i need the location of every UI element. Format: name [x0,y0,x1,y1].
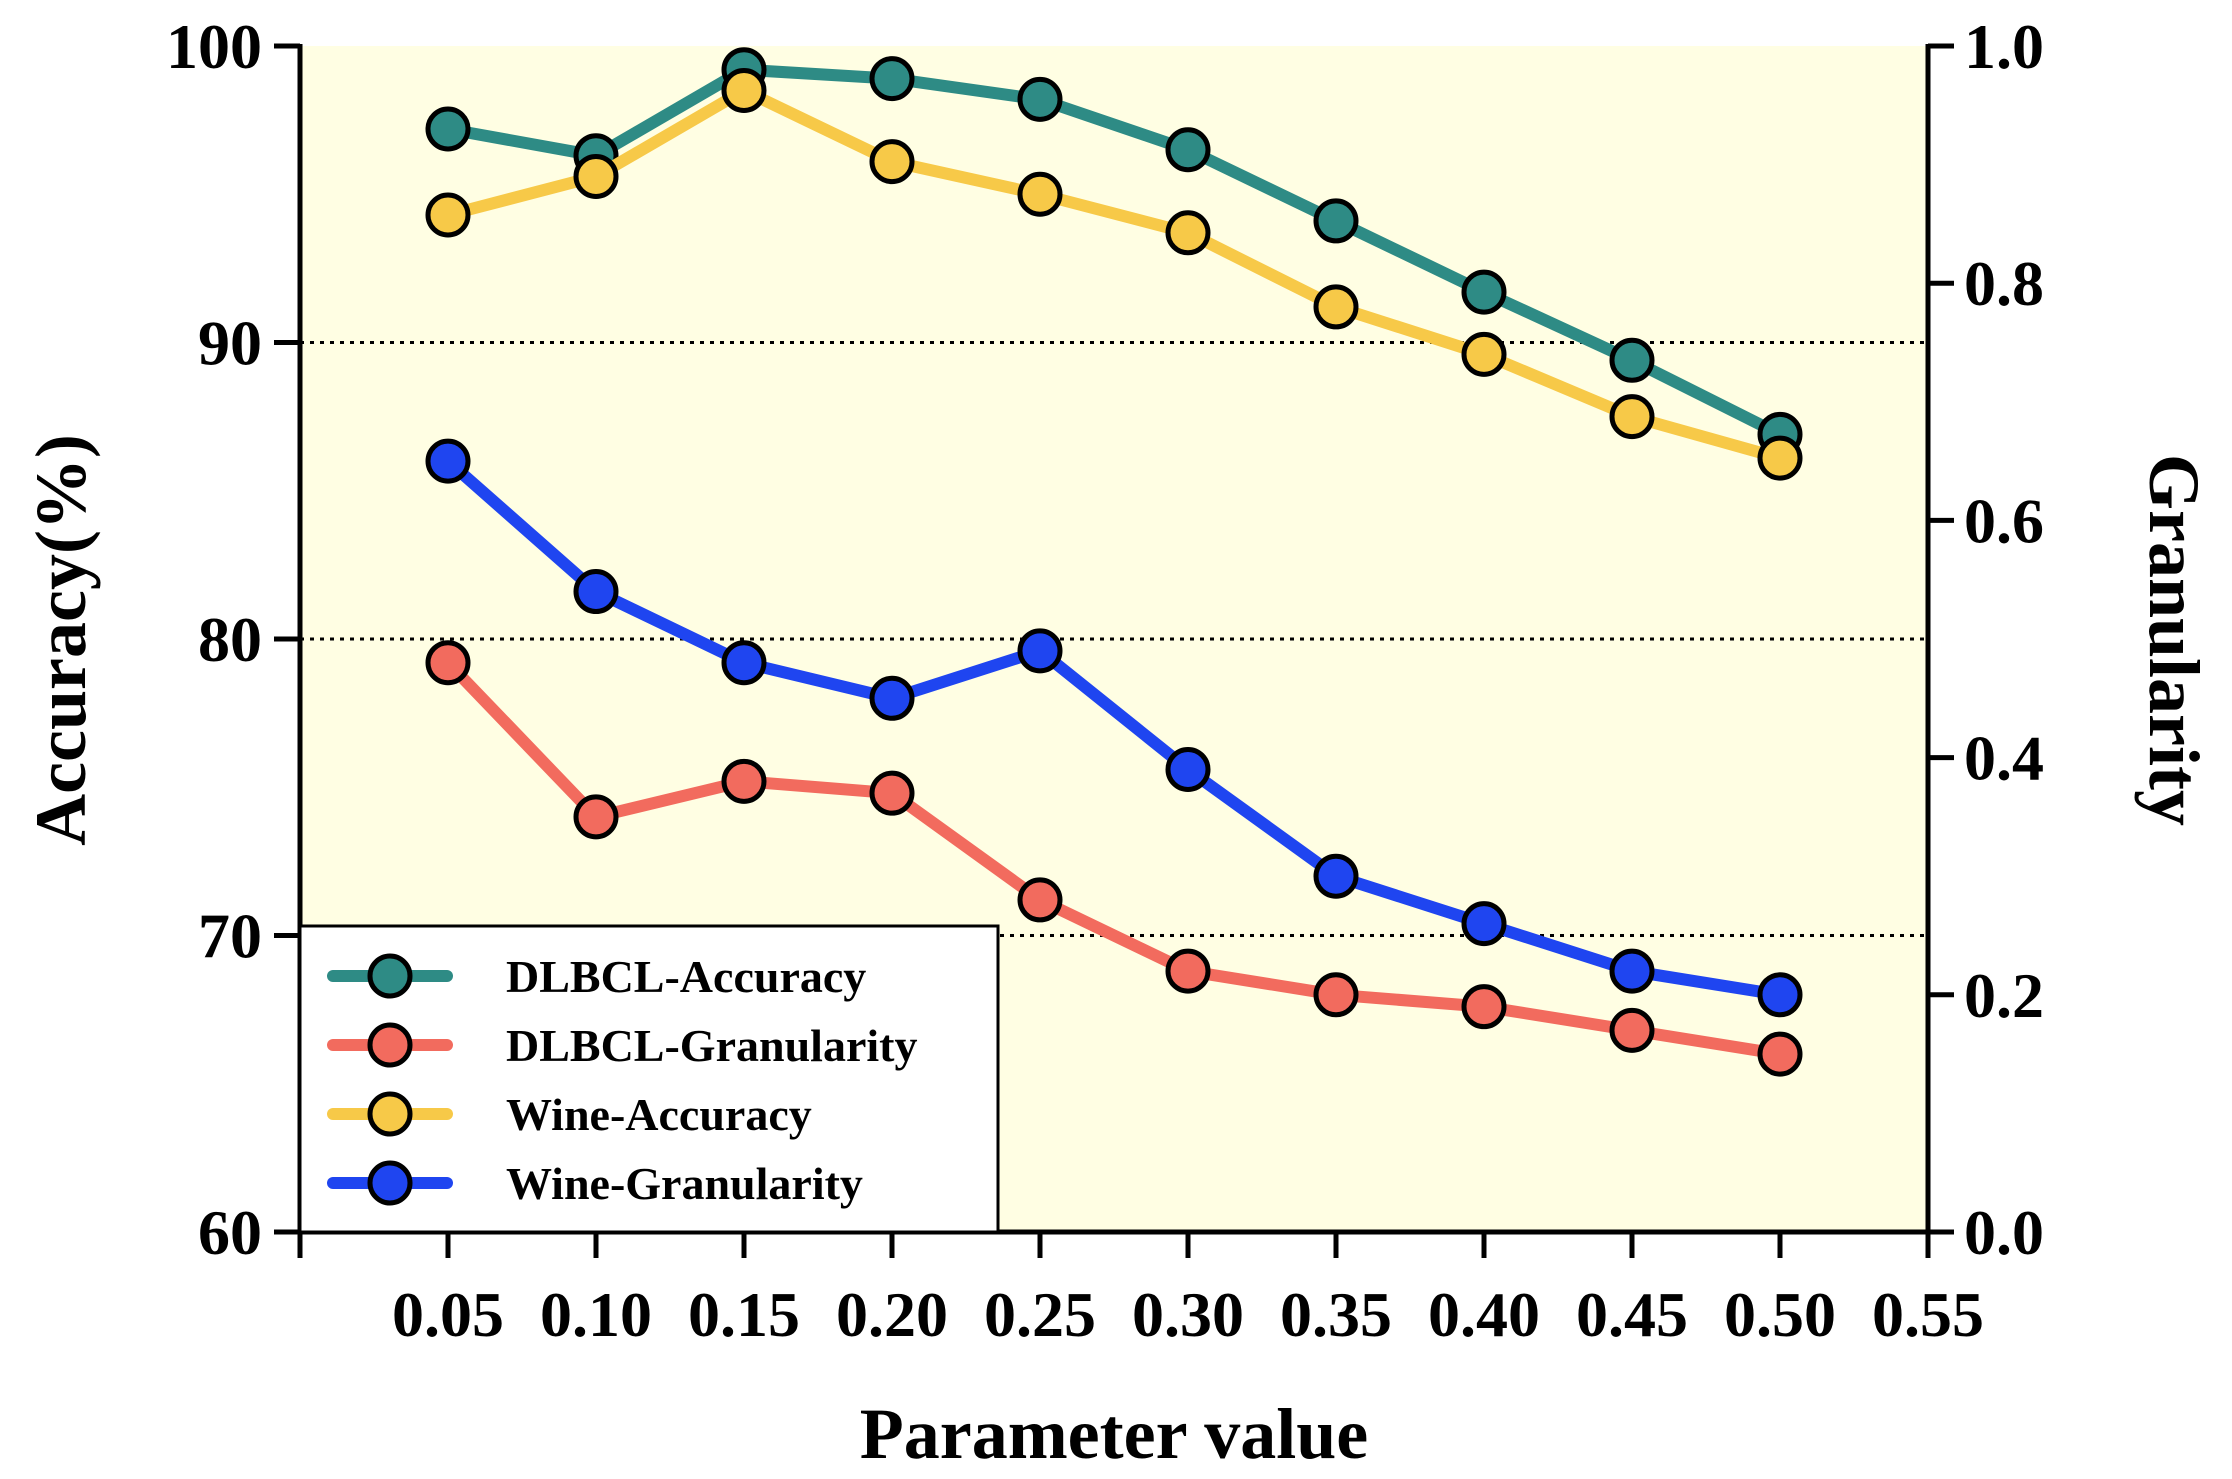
data-point-wine-accuracy [1165,210,1211,256]
x-tick-label: 0.40 [1428,1279,1540,1350]
data-point-wine-granularity [1017,628,1063,674]
data-point-dlbcl-granularity [425,640,471,686]
data-point-wine-accuracy [1609,394,1655,440]
y-right-tick-label: 1.0 [1964,11,2044,82]
x-axis-title: Parameter value [860,1394,1368,1474]
data-point-wine-accuracy [869,139,915,185]
series-dlbcl-granularity [425,640,1803,1077]
legend-swatch-marker [367,1022,413,1068]
data-point-dlbcl-accuracy [869,56,915,102]
series-line-dlbcl-granularity [442,656,1786,1061]
series-line-dlbcl-accuracy [442,63,1786,441]
data-point-dlbcl-accuracy [425,106,471,152]
x-tick-label: 0.30 [1132,1279,1244,1350]
ticks: 0.05 0.10 0.15 0.20 0.25 0.30 0.35 0.40 0.45 0.50… [166,11,2044,1350]
legend: DLBCL-Accuracy DLBCL-Granularity Wine-Accu… [298,924,1000,1234]
y-left-tick-label: 100 [166,11,262,82]
data-point-dlbcl-accuracy [1165,127,1211,173]
legend-label: Wine-Granularity [506,1158,863,1209]
legend-label: DLBCL-Granularity [506,1020,917,1071]
y-left-tick-label: 90 [198,308,262,379]
data-point-dlbcl-granularity [721,758,767,804]
y-right-tick-label: 0.8 [1964,248,2044,319]
series-line-wine-accuracy [442,84,1786,465]
y-right-tick-label: 0.2 [1964,960,2044,1031]
legend-label: Wine-Accuracy [506,1089,812,1140]
data-point-wine-accuracy [573,153,619,199]
data-point-wine-accuracy [721,67,767,113]
y-left-tick-label: 80 [198,604,262,675]
legend-swatch-marker [367,1091,413,1137]
data-point-wine-granularity [1313,853,1359,899]
data-point-wine-granularity [869,675,915,721]
data-point-dlbcl-granularity [869,770,915,816]
legend-label: DLBCL-Accuracy [506,951,866,1002]
data-point-wine-accuracy [425,192,471,238]
legend-item-dlbcl-granularity: DLBCL-Granularity [327,1020,917,1071]
y-axis-title-left: Accuracy(%) [21,434,101,846]
legend-item-dlbcl-accuracy: DLBCL-Accuracy [327,951,866,1002]
x-tick-label: 0.35 [1280,1279,1392,1350]
series-wine-granularity [425,438,1803,1018]
series-line-wine-granularity [442,455,1786,1001]
data-point-wine-granularity [721,640,767,686]
series-layer [425,47,1803,1077]
data-point-dlbcl-accuracy [1609,337,1655,383]
data-point-dlbcl-accuracy [1017,76,1063,122]
y-axis-title-right: Granularity [2134,454,2214,826]
x-tick-label: 0.20 [836,1279,948,1350]
y-left-tick-label: 70 [198,901,262,972]
data-point-wine-granularity [1165,746,1211,792]
data-point-dlbcl-granularity [1461,984,1507,1030]
x-tick-label: 0.10 [540,1279,652,1350]
x-tick-label: 0.55 [1872,1279,1984,1350]
x-tick-label: 0.15 [688,1279,800,1350]
data-point-dlbcl-accuracy [1461,269,1507,315]
data-point-dlbcl-granularity [573,794,619,840]
x-tick-label: 0.50 [1724,1279,1836,1350]
data-point-wine-granularity [1609,948,1655,994]
legend-swatch-marker [367,1160,413,1206]
data-point-wine-accuracy [1017,171,1063,217]
legend-swatch-marker [367,953,413,999]
y-right-tick-label: 0.0 [1964,1197,2044,1268]
y-left-tick-label: 60 [198,1197,262,1268]
data-point-wine-accuracy [1757,435,1803,481]
data-point-dlbcl-granularity [1609,1007,1655,1053]
x-tick-label: 0.45 [1576,1279,1688,1350]
legend-item-wine-granularity: Wine-Granularity [327,1158,863,1209]
data-point-wine-accuracy [1313,284,1359,330]
x-tick-label: 0.25 [984,1279,1096,1350]
data-point-dlbcl-granularity [1757,1031,1803,1077]
data-point-wine-granularity [573,569,619,615]
legend-item-wine-accuracy: Wine-Accuracy [327,1089,812,1140]
data-point-wine-accuracy [1461,331,1507,377]
data-point-dlbcl-granularity [1313,972,1359,1018]
y-right-tick-label: 0.4 [1964,723,2044,794]
data-point-wine-granularity [1461,901,1507,947]
y-right-tick-label: 0.6 [1964,485,2044,556]
data-point-wine-granularity [1757,972,1803,1018]
data-point-dlbcl-granularity [1017,877,1063,923]
data-point-dlbcl-accuracy [1313,198,1359,244]
series-wine-accuracy [425,67,1803,481]
data-point-dlbcl-granularity [1165,948,1211,994]
x-tick-label: 0.05 [392,1279,504,1350]
data-point-wine-granularity [425,438,471,484]
